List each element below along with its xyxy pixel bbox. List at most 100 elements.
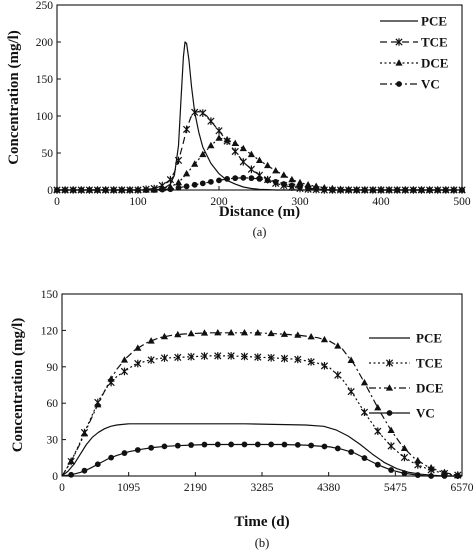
legend-marker-vc xyxy=(386,410,393,416)
marker-dce xyxy=(334,342,342,349)
marker-tce xyxy=(160,354,169,362)
y-tick-label: 250 xyxy=(36,0,54,12)
marker-dce xyxy=(80,429,89,437)
x-tick-label: 6570 xyxy=(451,482,474,494)
marker-vc xyxy=(426,187,433,193)
marker-vc xyxy=(321,186,328,193)
marker-vc xyxy=(313,185,320,192)
marker-dce xyxy=(294,331,302,338)
marker-vc xyxy=(151,187,158,193)
marker-tce xyxy=(199,109,207,117)
x-tick-label: 0 xyxy=(54,196,60,208)
marker-vc xyxy=(118,187,125,193)
marker-tce xyxy=(387,442,395,450)
marker-dce xyxy=(199,150,207,158)
marker-vc xyxy=(345,187,352,193)
x-axis-label: Time (d) xyxy=(234,514,289,530)
marker-tce xyxy=(307,358,315,366)
marker-dce xyxy=(207,141,215,149)
marker-dce xyxy=(240,329,249,336)
marker-vc xyxy=(454,473,461,479)
marker-dce xyxy=(360,378,369,386)
marker-tce xyxy=(254,353,262,361)
y-tick-label: 30 xyxy=(47,435,59,447)
marker-vc xyxy=(94,461,101,468)
marker-dce xyxy=(67,457,75,465)
marker-dce xyxy=(120,356,129,363)
marker-dce xyxy=(347,356,355,363)
plot-frame xyxy=(61,293,463,477)
marker-dce xyxy=(288,175,296,183)
marker-tce xyxy=(247,165,256,174)
series-vc xyxy=(61,441,462,479)
marker-tce xyxy=(267,354,275,362)
marker-dce xyxy=(227,329,235,336)
marker-vc xyxy=(54,187,60,193)
marker-tce xyxy=(174,156,183,165)
marker-vc xyxy=(442,187,449,193)
x-tick-label: 0 xyxy=(59,482,65,494)
marker-dce xyxy=(440,468,449,475)
marker-dce xyxy=(427,464,435,471)
marker-vc xyxy=(337,187,344,193)
marker-vc xyxy=(232,175,239,182)
marker-vc xyxy=(280,181,287,187)
marker-vc xyxy=(370,187,376,193)
marker-dce xyxy=(191,160,199,167)
marker-dce xyxy=(272,166,280,174)
x-tick-label: 400 xyxy=(372,196,390,208)
marker-vc xyxy=(294,441,301,448)
marker-dce xyxy=(304,181,312,188)
marker-tce xyxy=(147,356,155,364)
marker-vc xyxy=(175,184,182,191)
marker-vc xyxy=(459,187,465,193)
marker-vc xyxy=(248,175,255,182)
marker-vc xyxy=(81,467,88,474)
marker-tce xyxy=(347,387,355,396)
marker-dce xyxy=(174,330,182,338)
legend-label-tce: TCE xyxy=(416,356,443,371)
x-tick-label: 5475 xyxy=(384,482,407,494)
marker-vc xyxy=(216,177,222,184)
marker-vc xyxy=(268,441,275,448)
marker-dce xyxy=(94,400,102,408)
marker-dce xyxy=(147,337,155,344)
marker-vc xyxy=(334,445,341,452)
legend-label-dce: DCE xyxy=(416,381,443,396)
marker-vc xyxy=(126,187,133,193)
legend-marker-dce xyxy=(395,59,403,66)
marker-vc xyxy=(272,178,279,185)
marker-tce xyxy=(334,371,342,379)
series-dce xyxy=(61,329,463,478)
marker-vc xyxy=(224,176,231,182)
marker-vc xyxy=(94,187,101,193)
marker-vc xyxy=(134,447,141,453)
series-line-vc xyxy=(57,177,462,191)
marker-dce xyxy=(160,332,169,340)
x-tick-label: 500 xyxy=(453,196,471,208)
marker-vc xyxy=(70,187,77,193)
x-tick-label: 100 xyxy=(129,196,147,208)
marker-vc xyxy=(321,443,328,450)
marker-dce xyxy=(374,403,382,411)
marker-dce xyxy=(254,329,262,336)
series-pce xyxy=(61,423,462,477)
marker-dce xyxy=(239,144,247,152)
marker-vc xyxy=(256,176,263,182)
marker-tce xyxy=(174,353,182,362)
marker-dce xyxy=(296,178,304,186)
y-tick-label: 100 xyxy=(36,111,54,123)
chart-b: 0 1095 2190 3285 4380 5475 6570 0 30 60 90 120 150 Ti… xyxy=(10,289,474,550)
y-axis-label: Concentration (mg/l) xyxy=(6,30,22,165)
marker-dce xyxy=(307,333,315,340)
marker-vc xyxy=(121,450,128,456)
x-tick-label: 4380 xyxy=(317,482,340,494)
marker-dce xyxy=(264,161,272,169)
marker-vc xyxy=(167,186,174,193)
marker-vc xyxy=(401,470,408,477)
marker-tce xyxy=(227,352,235,360)
x-tick-label: 1095 xyxy=(117,482,140,494)
marker-tce xyxy=(231,147,239,156)
y-tick-label: 50 xyxy=(42,148,54,160)
series-tce xyxy=(61,352,463,479)
